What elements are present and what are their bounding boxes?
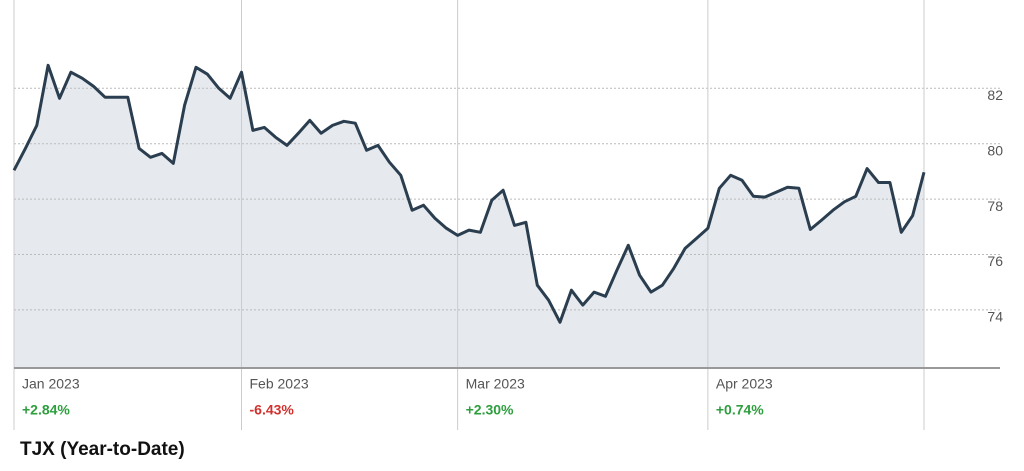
x-tick-label: Jan 2023 [22,376,80,392]
price-line [12,63,926,324]
x-tick-label: Mar 2023 [466,376,525,392]
y-tick-label: 80 [987,142,1003,158]
period-change: +2.84% [22,402,70,418]
y-tick-label: 82 [987,87,1003,103]
y-tick-label: 74 [987,309,1003,325]
area [14,65,924,369]
period-change: -6.43% [250,402,295,418]
x-tick-label: Feb 2023 [250,376,309,392]
y-tick-label: 76 [987,253,1003,269]
period-change: +0.74% [716,402,764,418]
period-change: +2.30% [466,402,514,418]
x-tick-label: Apr 2023 [716,376,773,392]
chart-title: TJX (Year-to-Date) [20,439,185,460]
y-tick-label: 78 [987,198,1003,214]
